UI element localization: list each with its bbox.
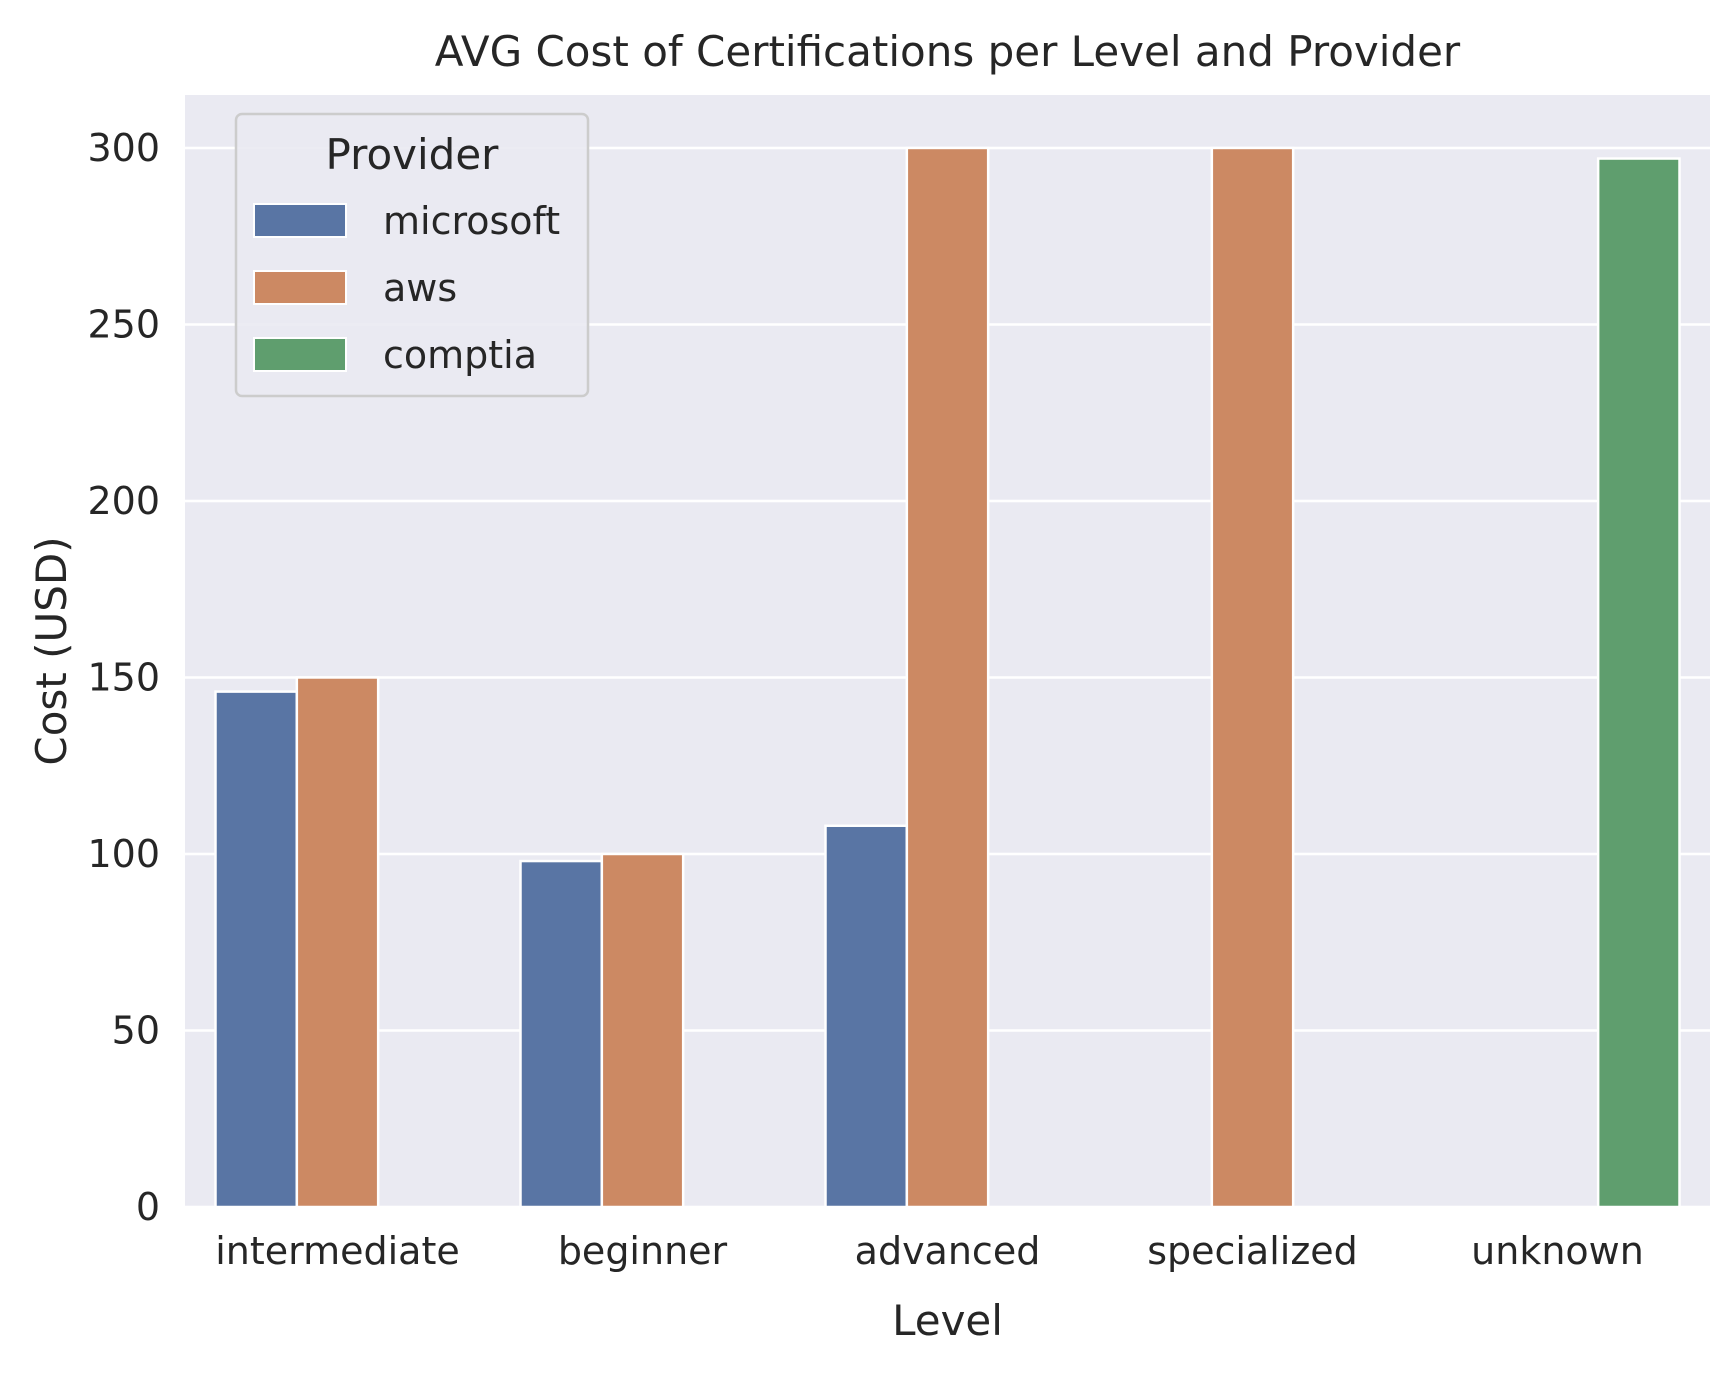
bar-aws-beginner [600,852,685,1209]
y-tick-label: 300 [87,126,160,170]
y-axis-ticks: 0 50 100 150 200 250 300 [87,126,160,1229]
legend-title: Provider [326,130,500,179]
y-tick-label: 100 [87,832,160,876]
x-tick-label: intermediate [215,1229,460,1273]
legend-box [234,112,590,398]
legend-label-aws: aws [383,266,457,310]
bar-aws-advanced [905,146,990,1209]
y-axis-label: Cost (USD) [27,536,76,765]
y-tick-label: 0 [136,1185,160,1229]
legend-swatch-aws [253,270,347,305]
y-tick-label: 200 [87,479,160,523]
bar-aws-specialized [1210,146,1295,1209]
bar-microsoft-beginner [519,859,604,1209]
legend: Provider microsoft aws comptia [234,112,590,398]
bar-comptia-unknown [1596,157,1681,1209]
x-axis-ticks: intermediate beginner advanced specialized u… [215,1229,1644,1273]
x-tick-label: specialized [1147,1229,1358,1273]
bar-aws-intermediate [295,676,380,1209]
legend-swatch-microsoft [253,203,347,238]
x-tick-label: advanced [855,1229,1041,1273]
bar-microsoft-intermediate [214,690,299,1209]
legend-items: microsoft aws comptia [253,199,560,377]
y-tick-label: 150 [87,655,160,699]
legend-label-microsoft: microsoft [383,199,560,243]
x-axis-label: Level [892,1296,1003,1345]
chart-title: AVG Cost of Certifications per Level and… [435,27,1461,76]
legend-swatch-comptia [253,337,347,372]
y-tick-label: 50 [112,1008,160,1052]
x-tick-label: beginner [558,1229,728,1273]
bars [214,146,1681,1209]
x-tick-label: unknown [1471,1229,1644,1273]
legend-label-comptia: comptia [383,333,537,377]
y-tick-label: 250 [87,302,160,346]
bar-microsoft-advanced [824,824,909,1209]
